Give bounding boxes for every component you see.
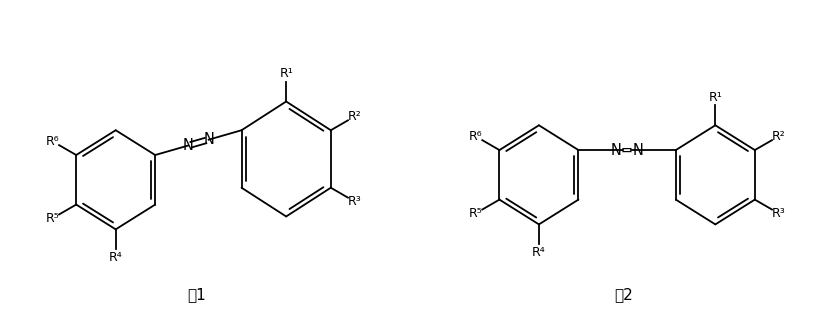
Text: R⁵: R⁵ <box>45 212 59 225</box>
Text: R⁴: R⁴ <box>109 251 123 264</box>
Text: N=N: N=N <box>610 143 644 158</box>
Text: N: N <box>182 138 193 153</box>
Text: R⁵: R⁵ <box>468 207 482 220</box>
Text: 式1: 式1 <box>187 287 206 302</box>
Text: R³: R³ <box>348 195 362 208</box>
Text: R⁴: R⁴ <box>532 246 546 259</box>
Text: R³: R³ <box>772 207 786 220</box>
Text: R²: R² <box>772 130 786 143</box>
Text: N: N <box>203 132 214 147</box>
Text: R⁶: R⁶ <box>469 130 482 143</box>
Text: R²: R² <box>348 110 362 123</box>
Text: R¹: R¹ <box>279 67 293 80</box>
Text: 式2: 式2 <box>614 287 633 302</box>
Text: R¹: R¹ <box>708 91 722 104</box>
Text: R⁶: R⁶ <box>45 135 59 148</box>
